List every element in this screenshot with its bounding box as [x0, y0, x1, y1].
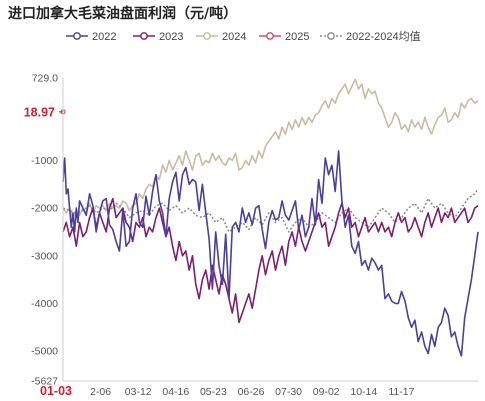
legend-swatch-marker — [327, 32, 335, 40]
legend-label: 2022 — [92, 31, 116, 43]
x-tick-label: 04-16 — [162, 386, 189, 398]
x-tick-label: 09-02 — [313, 386, 340, 398]
x-tick-label: 03-12 — [125, 386, 152, 398]
legend-label: 2023 — [159, 31, 183, 43]
plot-area — [60, 78, 479, 357]
y-tick-label: -3000 — [31, 250, 58, 262]
x-tick-label: 07-30 — [275, 386, 302, 398]
legend-label: 2024 — [222, 31, 246, 43]
legend-label: 2022-2024均值 — [346, 30, 421, 43]
y-tick-label: -5000 — [31, 346, 58, 358]
series-2022-2024-line — [62, 188, 479, 233]
chart-title: 进口加拿大毛菜油盘面利润（元/吨） — [8, 5, 237, 22]
legend-item[interactable]: 2025 — [259, 31, 309, 43]
x-tick-label: 05-23 — [200, 386, 227, 398]
x-tick-label: 10-14 — [350, 386, 377, 398]
legend-item[interactable]: 2022 — [66, 31, 116, 43]
x-axis: 01-03 2-06 03-12 04-16 05-23 06-26 07-30 09-02 1… — [40, 380, 478, 398]
legend-swatch-marker — [73, 32, 81, 40]
x-tick-label: 01-03 — [40, 384, 72, 398]
legend-item[interactable]: 2024 — [196, 31, 246, 43]
legend: 2022 2023 2024 2025 2022-2024均值 — [66, 30, 421, 43]
legend-swatch-marker — [266, 32, 274, 40]
series-2024-line — [62, 78, 479, 219]
x-tick-label: 2-06 — [90, 386, 111, 398]
y-tick-label: -2000 — [31, 203, 58, 215]
legend-item[interactable]: 2023 — [133, 31, 183, 43]
y-tick-label: -4000 — [31, 298, 58, 310]
legend-label: 2025 — [285, 31, 309, 43]
series-2022-line — [62, 150, 479, 357]
y-tick-label: 729.0 — [32, 73, 58, 85]
series-2023-line — [62, 197, 479, 324]
legend-swatch-marker — [203, 32, 211, 40]
y-tick-label: -5627 — [31, 376, 58, 388]
y-tick-label: -1000 — [31, 155, 58, 167]
x-tick-label: 11-17 — [388, 386, 414, 398]
legend-swatch-marker — [140, 32, 148, 40]
legend-item[interactable]: 2022-2024均值 — [320, 30, 421, 43]
y-axis: 729.0 -1000 -2000 -3000 -4000 -5000 -5627 18.97 — [24, 73, 64, 388]
y-highlight-label: 18.97 — [24, 105, 55, 119]
x-tick-label: 06-26 — [238, 386, 265, 398]
